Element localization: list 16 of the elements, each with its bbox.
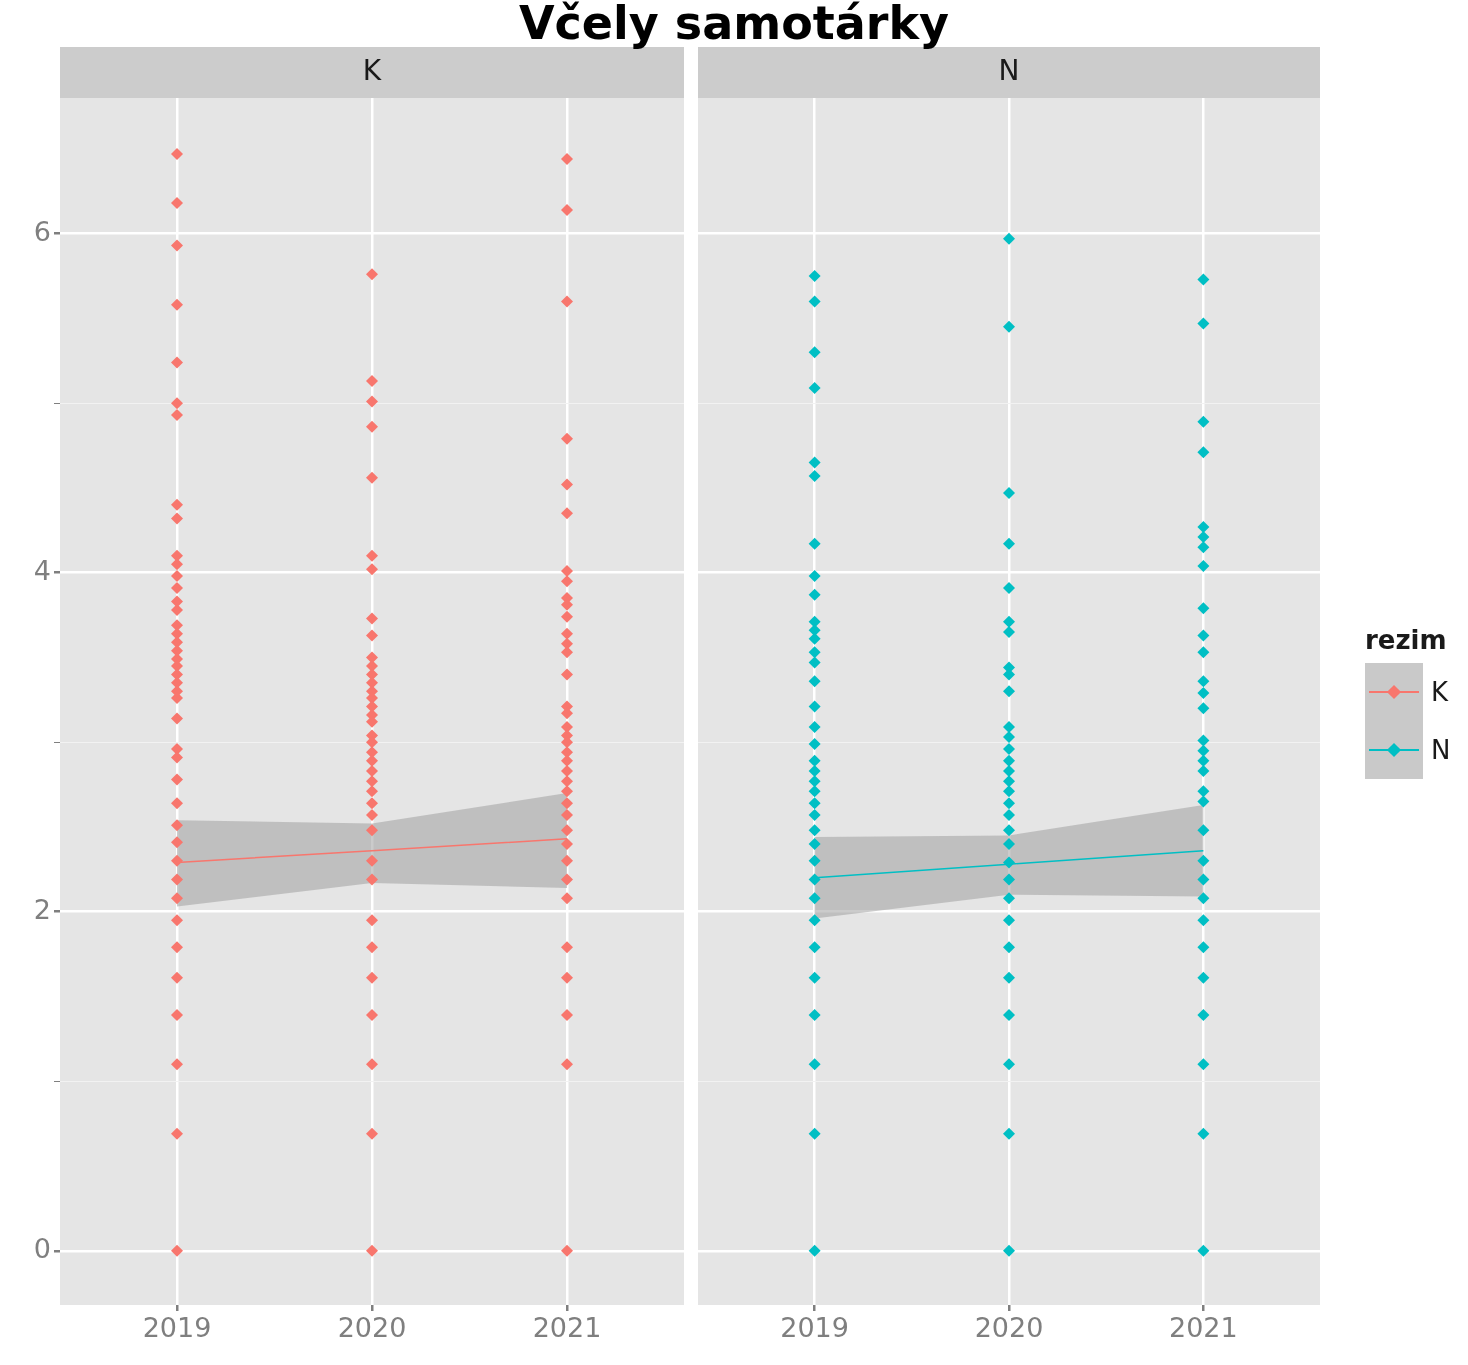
x-tick-label: 2021 <box>532 1312 602 1344</box>
chart-title: Včely samotárky <box>517 0 951 50</box>
legend-title: rezim <box>1365 625 1448 655</box>
x-tick-label: 2019 <box>780 1312 849 1344</box>
x-tick-label: 2021 <box>1169 1312 1238 1344</box>
legend-label: N <box>1431 735 1451 765</box>
y-tick-label: 2 <box>33 893 51 925</box>
x-tick-label: 2020 <box>337 1312 407 1344</box>
chart-subtitle: N <box>998 53 1020 87</box>
text: K <box>362 53 382 87</box>
y-tick-label: 4 <box>33 554 51 586</box>
x-tick-label: 2019 <box>142 1312 212 1344</box>
x-tick-label: 2020 <box>974 1312 1044 1344</box>
y-tick-label: 0 <box>33 1232 51 1264</box>
y-tick-label: 6 <box>33 215 51 247</box>
text: K <box>1431 677 1449 707</box>
